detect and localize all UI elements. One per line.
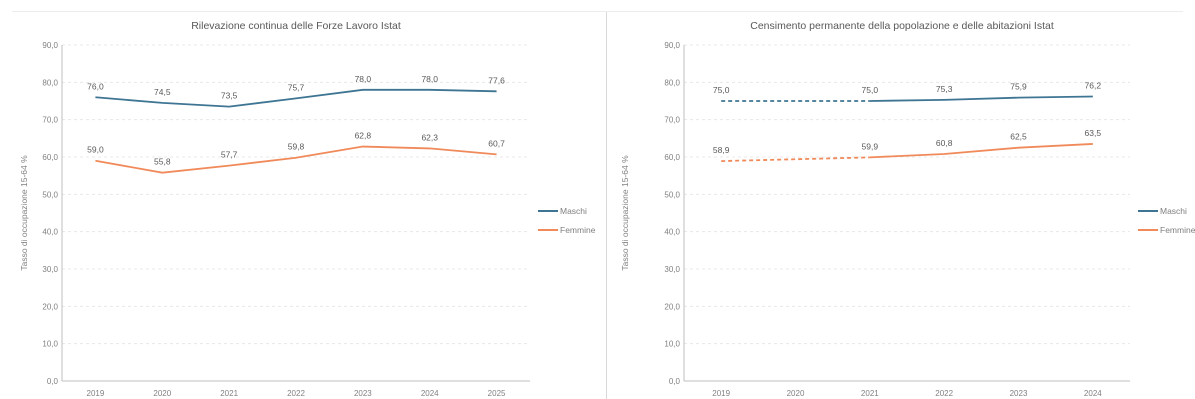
y-tick-label: 30,0 bbox=[664, 265, 680, 274]
data-label: 75,9 bbox=[1010, 82, 1027, 92]
y-tick-label: 40,0 bbox=[42, 228, 58, 237]
data-label: 58,9 bbox=[713, 145, 730, 155]
x-tick-label: 2023 bbox=[354, 389, 372, 398]
y-axis-label: Tasso di occupazione 15-64 % bbox=[19, 155, 29, 271]
legend-label-femmine: Femmine bbox=[560, 225, 596, 235]
x-tick-label: 2019 bbox=[712, 389, 730, 398]
y-tick-label: 60,0 bbox=[664, 153, 680, 162]
y-tick-label: 0,0 bbox=[669, 377, 681, 386]
data-label: 62,8 bbox=[355, 131, 372, 141]
series-line-maschi bbox=[95, 88, 497, 108]
x-tick-label: 2022 bbox=[935, 389, 953, 398]
y-tick-label: 20,0 bbox=[42, 302, 58, 311]
x-tick-label: 2024 bbox=[421, 389, 439, 398]
y-tick-label: 10,0 bbox=[42, 340, 58, 349]
y-tick-label: 90,0 bbox=[664, 41, 680, 50]
series-line-femmine bbox=[95, 145, 497, 174]
y-tick-label: 80,0 bbox=[42, 78, 58, 87]
y-axis-label: Tasso di occupazione 15-64 % bbox=[620, 155, 630, 271]
data-label: 63,5 bbox=[1085, 128, 1102, 138]
data-label: 76,2 bbox=[1085, 81, 1102, 91]
data-label: 59,0 bbox=[87, 145, 104, 155]
y-tick-label: 10,0 bbox=[664, 340, 680, 349]
y-tick-label: 0,0 bbox=[47, 377, 59, 386]
data-label: 78,0 bbox=[355, 74, 372, 84]
data-label: 75,3 bbox=[936, 84, 953, 94]
y-tick-label: 20,0 bbox=[664, 302, 680, 311]
data-label: 75,7 bbox=[288, 82, 305, 92]
y-tick-label: 80,0 bbox=[664, 78, 680, 87]
y-tick-label: 40,0 bbox=[664, 228, 680, 237]
series-line-maschi bbox=[869, 95, 1093, 102]
y-tick-label: 50,0 bbox=[664, 190, 680, 199]
x-tick-label: 2024 bbox=[1084, 389, 1102, 398]
data-label: 62,5 bbox=[1010, 132, 1027, 142]
legend-label-femmine: Femmine bbox=[1160, 225, 1195, 235]
legend-label-maschi: Maschi bbox=[1160, 206, 1187, 216]
chart-title: Rilevazione continua delle Forze Lavoro … bbox=[191, 20, 401, 32]
data-label: 60,8 bbox=[936, 138, 953, 148]
data-label: 59,8 bbox=[288, 142, 305, 152]
x-tick-label: 2021 bbox=[220, 389, 238, 398]
chart-title: Censimento permanente della popolazione … bbox=[750, 20, 1054, 32]
data-label: 73,5 bbox=[221, 91, 238, 101]
y-tick-label: 30,0 bbox=[42, 265, 58, 274]
x-tick-label: 2022 bbox=[287, 389, 305, 398]
data-label: 75,0 bbox=[713, 85, 730, 95]
data-label: 78,0 bbox=[421, 74, 438, 84]
data-label: 62,3 bbox=[421, 132, 438, 142]
data-label: 57,7 bbox=[221, 150, 238, 160]
y-tick-label: 50,0 bbox=[42, 190, 58, 199]
y-tick-label: 70,0 bbox=[42, 116, 58, 125]
y-tick-label: 60,0 bbox=[42, 153, 58, 162]
data-label: 59,9 bbox=[862, 141, 879, 151]
series-line-dashed-femmine bbox=[721, 156, 870, 163]
x-tick-label: 2020 bbox=[153, 389, 171, 398]
x-tick-label: 2025 bbox=[488, 389, 506, 398]
data-label: 55,8 bbox=[154, 157, 171, 167]
panel-divider bbox=[606, 12, 607, 399]
x-tick-label: 2020 bbox=[787, 389, 805, 398]
y-tick-label: 70,0 bbox=[664, 116, 680, 125]
data-label: 76,0 bbox=[87, 81, 104, 91]
data-label: 75,0 bbox=[862, 85, 879, 95]
data-label: 60,7 bbox=[488, 138, 505, 148]
x-tick-label: 2021 bbox=[861, 389, 879, 398]
data-label: 77,6 bbox=[488, 75, 505, 85]
x-tick-label: 2023 bbox=[1010, 389, 1028, 398]
legend-label-maschi: Maschi bbox=[560, 206, 587, 216]
top-border bbox=[12, 11, 1183, 12]
data-label: 74,5 bbox=[154, 87, 171, 97]
y-tick-label: 90,0 bbox=[42, 41, 58, 50]
x-tick-label: 2019 bbox=[87, 389, 105, 398]
series-line-femmine bbox=[869, 143, 1093, 159]
